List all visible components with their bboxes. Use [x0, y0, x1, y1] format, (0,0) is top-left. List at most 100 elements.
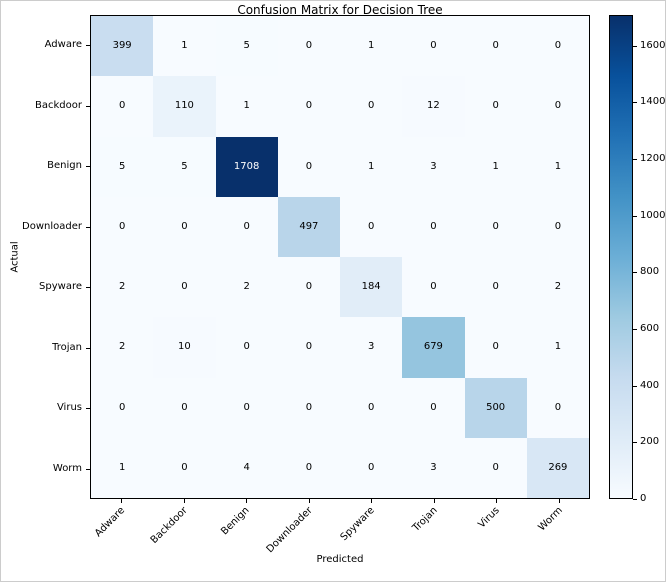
heatmap-cell: 3: [340, 317, 403, 378]
colorbar-gradient: [610, 16, 632, 498]
heatmap-cell: 0: [215, 317, 278, 378]
heatmap-cell: 0: [464, 196, 527, 257]
heatmap-cell: 2: [91, 317, 154, 378]
colorbar-tick-label: 0: [640, 493, 647, 504]
colorbar-tick-label: 200: [640, 436, 660, 448]
heatmap-cell: 0: [153, 377, 216, 438]
heatmap-cell: 497: [277, 196, 340, 257]
heatmap-cell: 184: [340, 257, 403, 318]
x-tick-mark: [183, 499, 185, 503]
x-tick-label: Adware: [92, 505, 128, 540]
heatmap-cell: 0: [402, 377, 465, 438]
colorbar-tick-mark: [633, 215, 637, 217]
heatmap-cell: 0: [277, 136, 340, 197]
heatmap-cell: 4: [215, 437, 278, 498]
x-axis-label: Predicted: [316, 554, 364, 565]
heatmap-cell: 0: [402, 196, 465, 257]
heatmap-cell: 0: [464, 437, 527, 498]
heatmap-cell: 2: [526, 257, 589, 318]
heatmap-cell: 0: [277, 76, 340, 137]
x-tick-mark: [558, 499, 560, 503]
heatmap-cell: 0: [153, 257, 216, 318]
heatmap-cell: 0: [91, 377, 154, 438]
heatmap-cell: 0: [215, 377, 278, 438]
heatmap-cell: 269: [526, 437, 589, 498]
colorbar-tick-label: 1400: [640, 96, 666, 108]
heatmap-cell: 0: [153, 437, 216, 498]
y-tick-mark: [86, 166, 90, 168]
colorbar-tick-label: 1200: [640, 152, 666, 164]
y-tick-label: Backdoor: [35, 99, 82, 111]
y-tick-mark: [86, 105, 90, 107]
heatmap-cell: 0: [340, 377, 403, 438]
heatmap-cell: 0: [153, 196, 216, 257]
colorbar-tick-mark: [633, 328, 637, 330]
heatmap-plot: 399 1 5 0 1 0 0 0 0 110 1 0 0 12 0 0 5 5 1708 0 1 3 1 1 0 0 0 497 0 0…: [90, 15, 590, 499]
heatmap-cell: 0: [464, 317, 527, 378]
x-tick-label: Downloader: [264, 505, 315, 556]
heatmap-cell: 1: [526, 136, 589, 197]
y-tick-mark: [86, 45, 90, 47]
y-tick-mark: [86, 468, 90, 470]
heatmap-cell: 679: [402, 317, 465, 378]
x-tick-label: Worm: [536, 505, 565, 534]
heatmap-cell: 10: [153, 317, 216, 378]
colorbar-tick-mark: [633, 158, 637, 160]
heatmap-cell: 1708: [215, 136, 278, 197]
heatmap-cell: 0: [464, 16, 527, 77]
y-tick-label: Downloader: [22, 220, 82, 232]
heatmap-grid: 399 1 5 0 1 0 0 0 0 110 1 0 0 12 0 0 5 5 1708 0 1 3 1 1 0 0 0 497 0 0…: [91, 16, 589, 498]
heatmap-cell: 0: [340, 437, 403, 498]
colorbar-tick-mark: [633, 442, 637, 444]
x-tick-label: Spyware: [338, 505, 378, 544]
heatmap-cell: 0: [91, 196, 154, 257]
heatmap-cell: 3: [402, 437, 465, 498]
heatmap-cell: 1: [340, 16, 403, 77]
heatmap-cell: 0: [526, 16, 589, 77]
heatmap-cell: 0: [464, 257, 527, 318]
heatmap-cell: 5: [91, 136, 154, 197]
heatmap-cell: 1: [526, 317, 589, 378]
colorbar-tick-mark: [633, 272, 637, 274]
heatmap-cell: 1: [215, 76, 278, 137]
heatmap-cell: 3: [402, 136, 465, 197]
heatmap-cell: 0: [277, 437, 340, 498]
heatmap-cell: 0: [526, 377, 589, 438]
x-tick-label: Trojan: [410, 505, 440, 534]
colorbar-tick-mark: [633, 102, 637, 104]
heatmap-cell: 0: [340, 76, 403, 137]
colorbar-tick-label: 1600: [640, 39, 666, 51]
x-tick-mark: [433, 499, 435, 503]
y-tick-mark: [86, 226, 90, 228]
heatmap-cell: 0: [464, 76, 527, 137]
heatmap-cell: 0: [402, 257, 465, 318]
heatmap-cell: 1: [91, 437, 154, 498]
colorbar-tick-label: 800: [640, 266, 660, 278]
heatmap-cell: 0: [277, 257, 340, 318]
heatmap-cell: 0: [277, 377, 340, 438]
heatmap-cell: 1: [464, 136, 527, 197]
heatmap-cell: 0: [340, 196, 403, 257]
colorbar-tick-label: 400: [640, 379, 660, 391]
colorbar-tick-mark: [633, 499, 637, 500]
y-tick-label: Adware: [44, 39, 82, 51]
heatmap-cell: 500: [464, 377, 527, 438]
y-axis-label: Actual: [9, 241, 21, 273]
heatmap-cell: 0: [215, 196, 278, 257]
heatmap-cell: 0: [91, 76, 154, 137]
y-tick-label: Benign: [47, 160, 82, 172]
heatmap-cell: 0: [526, 196, 589, 257]
colorbar-tick-mark: [633, 45, 637, 47]
colorbar: [609, 15, 633, 499]
x-tick-label: Benign: [219, 505, 253, 538]
heatmap-cell: 0: [402, 16, 465, 77]
heatmap-cell: 5: [153, 136, 216, 197]
heatmap-cell: 110: [153, 76, 216, 137]
x-tick-mark: [371, 499, 373, 503]
heatmap-cell: 2: [91, 257, 154, 318]
heatmap-cell: 399: [91, 16, 154, 77]
x-tick-mark: [496, 499, 498, 503]
y-tick-label: Spyware: [39, 281, 82, 293]
y-tick-mark: [86, 408, 90, 410]
